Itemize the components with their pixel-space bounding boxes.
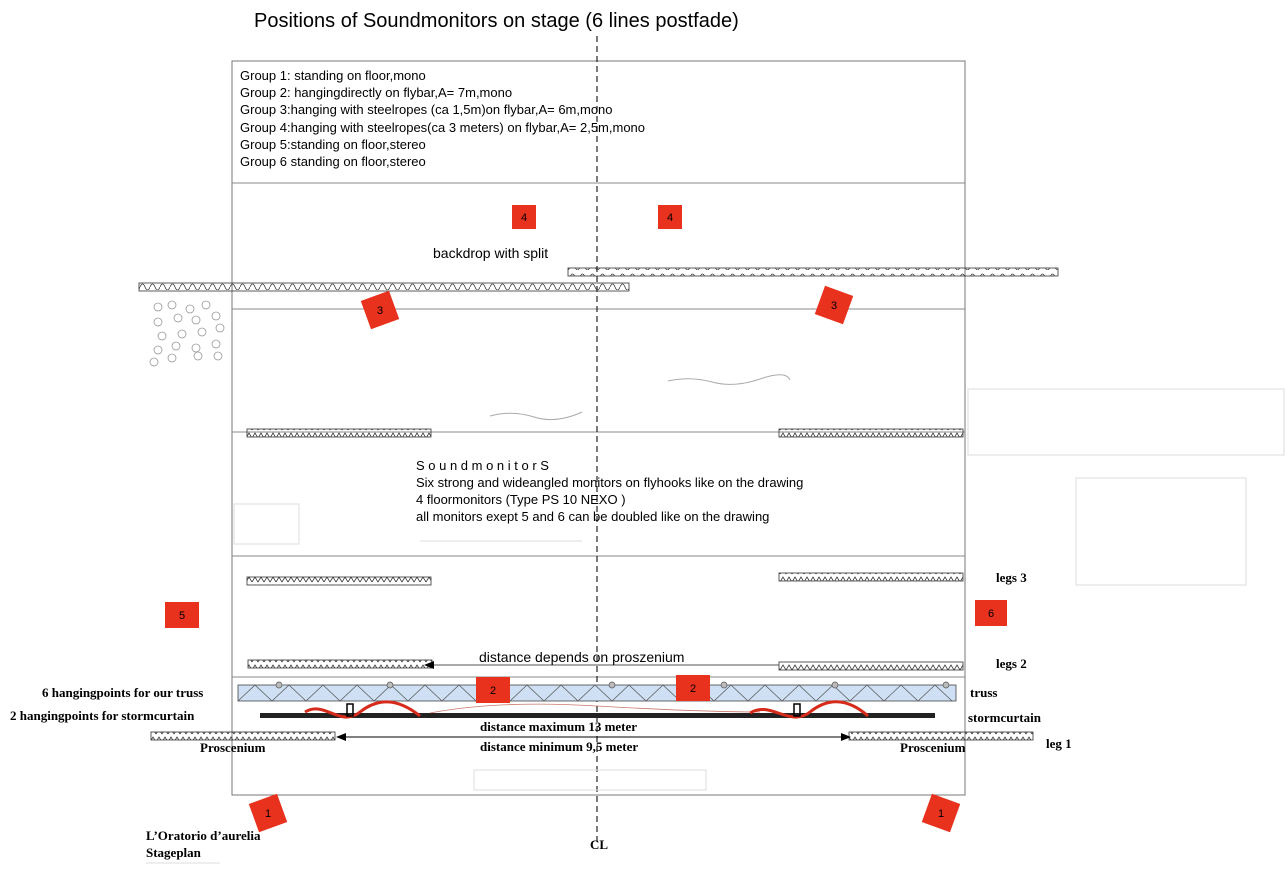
monitor-6-label: 6 xyxy=(988,608,994,620)
clamp-icon xyxy=(346,703,354,717)
distance-max-label: distance maximum 13 meter xyxy=(480,719,637,734)
distance-min-label: distance minimum 9,5 meter xyxy=(480,739,638,754)
monitor-4a: 4 xyxy=(512,205,536,229)
monitor-1b-box xyxy=(921,793,961,833)
monitor-4b-box xyxy=(658,205,682,229)
distance-proscenium-label: distance depends on proszenium xyxy=(479,649,684,665)
monitor-1b-label: 1 xyxy=(938,808,944,820)
soundmonitors-line-2: 4 floormonitors (Type PS 10 NEXO ) xyxy=(416,492,626,507)
plan-title: L’Oratorio d’aurelia xyxy=(146,828,261,843)
arrow-head xyxy=(841,733,851,741)
arrow-head xyxy=(336,733,346,741)
monitor-1b: 1 xyxy=(921,793,961,833)
group-5-note: Group 5:standing on floor,stereo xyxy=(240,137,426,152)
hanging-storm-label: 2 hangingpoints for stormcurtain xyxy=(10,708,195,723)
monitor-1a-label: 1 xyxy=(265,808,271,820)
circle-cluster xyxy=(149,300,225,367)
sketch-line xyxy=(667,374,791,385)
plan-subtitle: Stageplan xyxy=(146,845,202,860)
soundmonitors-heading: S o u n d m o n i t o r S xyxy=(416,458,549,473)
group-2-note: Group 2: hangingdirectly on flybar,A= 7m… xyxy=(240,85,512,100)
leg-rail xyxy=(778,572,964,582)
monitor-3b-label: 3 xyxy=(831,300,837,312)
cl-label: CL xyxy=(590,837,608,852)
truss xyxy=(237,684,957,702)
backdrop-curtain-left xyxy=(138,282,630,292)
stormcurtain-sag xyxy=(429,703,761,714)
monitor-2a-box xyxy=(476,677,510,703)
page-title: Positions of Soundmonitors on stage (6 l… xyxy=(254,10,739,32)
monitor-6-box xyxy=(975,600,1007,626)
leg-rail xyxy=(246,428,432,438)
monitor-5-label: 5 xyxy=(179,610,185,622)
stage-outline xyxy=(231,60,966,796)
monitor-2b: 2 xyxy=(676,675,710,701)
monitor-4b: 4 xyxy=(658,205,682,229)
stormcurtain-label: stormcurtain xyxy=(968,710,1042,725)
monitor-2b-label: 2 xyxy=(690,683,696,695)
proscenium-left-label: Proscenium xyxy=(200,740,266,755)
leg-rail xyxy=(778,661,964,671)
placeholder-box xyxy=(1075,477,1247,586)
backdrop-label: backdrop with split xyxy=(433,245,548,261)
monitor-1a-box xyxy=(248,793,288,833)
group-4-note: Group 4:hanging with steelropes(ca 3 met… xyxy=(240,120,645,135)
monitor-4b-label: 4 xyxy=(667,212,673,224)
soundmonitors-line-1: Six strong and wideangled monitors on fl… xyxy=(416,475,803,490)
legs-3-label: legs 3 xyxy=(996,570,1027,585)
leg-rail xyxy=(150,731,336,741)
leg-rail xyxy=(247,659,433,669)
group-1-note: Group 1: standing on floor,mono xyxy=(240,68,426,83)
leg-1-label: leg 1 xyxy=(1046,736,1072,751)
monitor-2a-label: 2 xyxy=(490,685,496,697)
hanging-truss-label: 6 hangingpoints for our truss xyxy=(42,685,203,700)
cable-left xyxy=(304,700,421,719)
arrow-head xyxy=(424,661,434,669)
soundmonitors-line-3: all monitors exept 5 and 6 can be double… xyxy=(416,509,769,524)
placeholder-box xyxy=(967,388,1285,456)
group-legend: Group 1: standing on floor,mono Group 2:… xyxy=(240,68,645,169)
monitor-5-box xyxy=(165,602,199,628)
monitor-3a-label: 3 xyxy=(377,305,383,317)
monitor-3a: 3 xyxy=(360,290,400,330)
truss-label: truss xyxy=(970,685,997,700)
leg-rail xyxy=(246,576,432,586)
group-6-note: Group 6 standing on floor,stereo xyxy=(240,154,426,169)
monitor-3b-box xyxy=(814,285,854,325)
placeholder-box xyxy=(473,769,707,791)
monitor-4a-label: 4 xyxy=(521,212,527,224)
cable-right xyxy=(749,700,869,719)
leg-rail xyxy=(848,731,1034,741)
monitor-2b-box xyxy=(676,675,710,701)
monitor-3b: 3 xyxy=(814,285,854,325)
proscenium-right-label: Proscenium xyxy=(900,740,966,755)
clamp-icon xyxy=(793,703,801,717)
backdrop-curtain-right xyxy=(567,267,1059,277)
leg-rail xyxy=(778,428,964,438)
group-3-note: Group 3:hanging with steelropes (ca 1,5m… xyxy=(240,102,613,117)
monitor-4a-box xyxy=(512,205,536,229)
sketch-line xyxy=(489,411,583,421)
monitor-3a-box xyxy=(360,290,400,330)
legs-2-label: legs 2 xyxy=(996,656,1027,671)
monitor-1a: 1 xyxy=(248,793,288,833)
soundmonitors-notes: S o u n d m o n i t o r S Six strong and… xyxy=(416,458,803,524)
stormcurtain-bar xyxy=(260,713,935,718)
placeholder-box xyxy=(233,503,300,545)
monitor-5: 5 xyxy=(165,602,199,628)
monitor-6: 6 xyxy=(975,600,1007,626)
monitor-2a: 2 xyxy=(476,677,510,703)
